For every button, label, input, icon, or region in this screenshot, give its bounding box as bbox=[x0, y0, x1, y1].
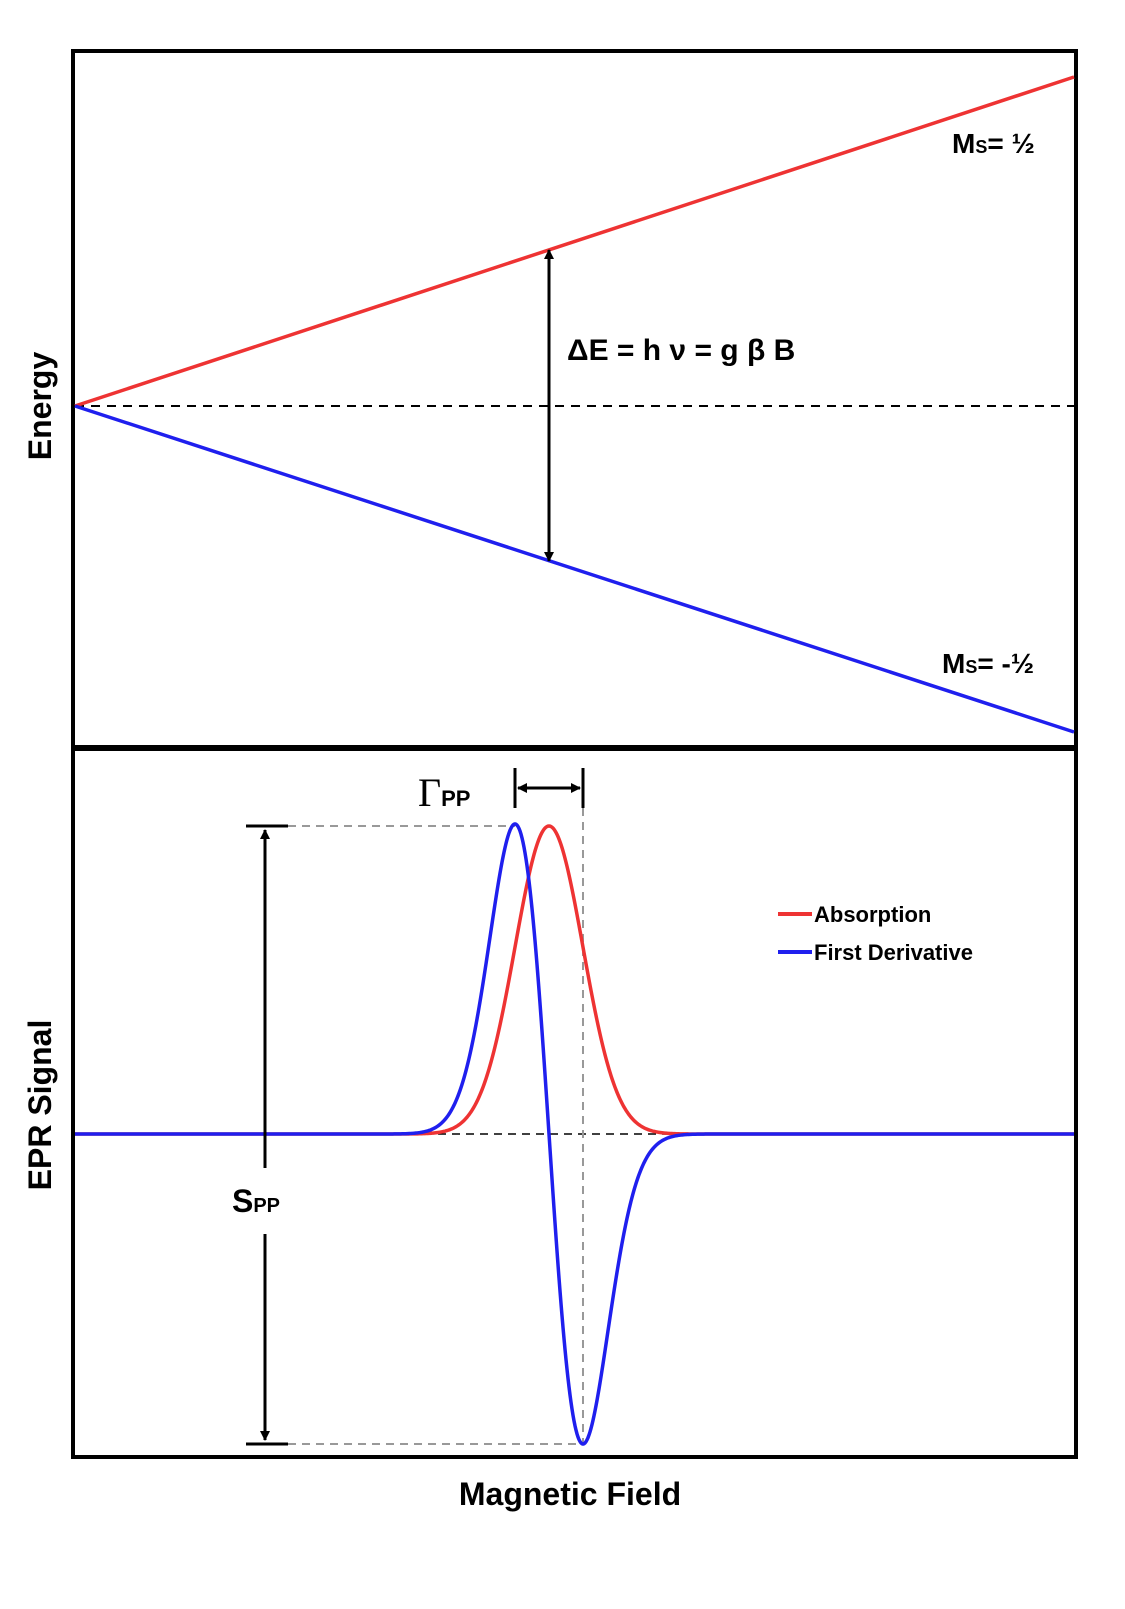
legend-label-first-derivative: First Derivative bbox=[814, 940, 973, 965]
magnetic-field-axis-label: Magnetic Field bbox=[459, 1476, 681, 1512]
legend: Absorption First Derivative bbox=[778, 902, 973, 965]
first-derivative-curve bbox=[75, 822, 1074, 1446]
legend-label-absorption: Absorption bbox=[814, 902, 931, 927]
gamma-pp-label: ΓPP bbox=[418, 770, 470, 815]
upper-level-label: MS= ½ bbox=[952, 128, 1035, 159]
energy-panel-frame bbox=[71, 49, 1078, 749]
s-pp-label: SPP bbox=[232, 1183, 280, 1219]
absorption-curve bbox=[75, 824, 1074, 1136]
equation-label: ΔE = h ν = g β B bbox=[567, 334, 795, 367]
energy-panel: ΔE = h ν = g β B MS= ½ MS= -½ Energy bbox=[22, 49, 1078, 749]
signal-panel: ΓPP SPP Absorption First Derivative EPR … bbox=[22, 747, 1078, 1459]
signal-panel-frame bbox=[71, 747, 1078, 1459]
lower-energy-level-line bbox=[74, 404, 1075, 734]
upper-energy-level-line bbox=[74, 75, 1075, 408]
epr-signal-axis-label: EPR Signal bbox=[22, 1020, 58, 1191]
energy-axis-label: Energy bbox=[22, 352, 58, 461]
lower-level-label: MS= -½ bbox=[942, 648, 1034, 679]
